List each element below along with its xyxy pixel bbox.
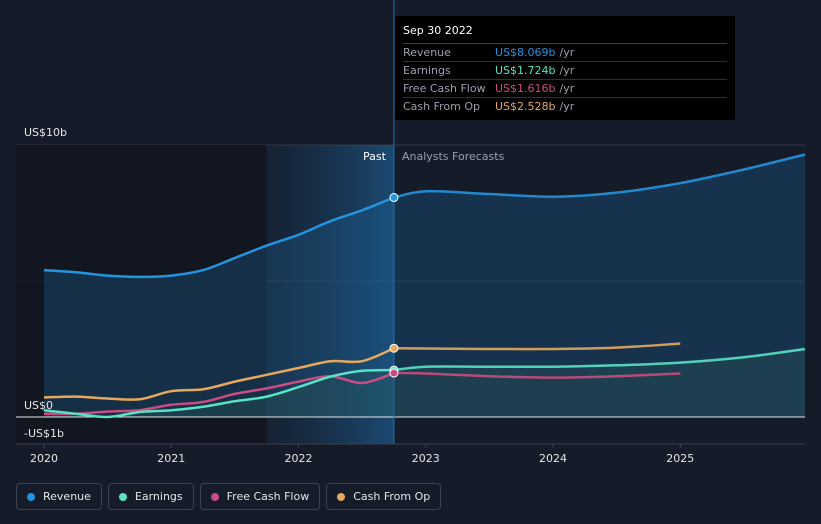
legend-item-revenue[interactable]: Revenue <box>16 483 102 510</box>
tooltip-row-earnings: Earnings US$1.724b /yr <box>403 62 727 80</box>
legend-label: Earnings <box>134 490 183 503</box>
past-highlight-band <box>266 145 394 444</box>
tooltip-value: US$8.069b <box>495 46 556 59</box>
tooltip-row-cfo: Cash From Op US$2.528b /yr <box>403 98 727 115</box>
legend-label: Free Cash Flow <box>226 490 310 503</box>
revenue-marker[interactable] <box>389 193 399 203</box>
x-tick-label-2021: 2021 <box>157 452 185 465</box>
tooltip: Sep 30 2022 Revenue US$8.069b /yr Earnin… <box>395 16 735 120</box>
free-cash-flow-forecast-line <box>393 371 681 379</box>
earnings-dot-icon <box>118 492 127 501</box>
tooltip-value: US$1.616b <box>495 82 556 95</box>
revenue-dot-icon <box>27 492 35 501</box>
cash-from-op-forecast-line <box>393 342 681 351</box>
earnings-past-line <box>43 368 395 419</box>
cash-from-op-dot-icon <box>337 492 346 501</box>
x-tick-label-2023: 2023 <box>412 452 440 465</box>
tooltip-unit: /yr <box>559 82 575 95</box>
free-cash-flow-dot-icon <box>210 492 219 501</box>
x-tick-label-2024: 2024 <box>539 452 567 465</box>
y-label-top: US$10b <box>24 126 67 139</box>
cash-from-op-marker[interactable] <box>389 343 399 353</box>
tooltip-label: Earnings <box>403 64 451 77</box>
revenue-forecast-line <box>393 153 806 199</box>
chart-area: US$10b US$0 -US$1b Past Analysts Forecasts 20… <box>16 0 806 465</box>
tooltip-row-revenue: Revenue US$8.069b /yr <box>403 44 727 62</box>
tooltip-unit: /yr <box>559 46 575 59</box>
past-dim-band <box>16 145 267 444</box>
tooltip-label: Free Cash Flow <box>403 82 486 95</box>
legend-item-free-cash-flow[interactable]: Free Cash Flow <box>199 483 321 510</box>
tooltip-unit: /yr <box>559 100 575 113</box>
tooltip-value: US$2.528b <box>495 100 556 113</box>
tooltip-label: Cash From Op <box>403 100 481 113</box>
revenue-past-line <box>43 196 395 279</box>
tooltip-label: Revenue <box>403 46 451 59</box>
legend-item-earnings[interactable]: Earnings <box>107 483 194 510</box>
y-label-bottom: -US$1b <box>24 427 64 440</box>
y-label-zero: US$0 <box>24 399 53 412</box>
forecast-label: Analysts Forecasts <box>402 150 505 163</box>
legend: Revenue Earnings Free Cash Flow Cash Fro… <box>16 483 442 510</box>
past-label: Past <box>363 150 387 163</box>
cash-from-op-past-line <box>43 347 395 402</box>
tooltip-date: Sep 30 2022 <box>403 24 727 44</box>
x-tick-label-2025: 2025 <box>666 452 694 465</box>
x-tick-label-2022: 2022 <box>285 452 313 465</box>
legend-label: Revenue <box>43 490 91 503</box>
tooltip-row-fcf: Free Cash Flow US$1.616b /yr <box>403 80 727 98</box>
legend-label: Cash From Op <box>353 490 431 503</box>
tooltip-value: US$1.724b <box>495 64 556 77</box>
tooltip-unit: /yr <box>559 64 575 77</box>
area-revenue <box>44 154 805 417</box>
earnings-forecast-line <box>393 347 806 372</box>
x-tick-label-2020: 2020 <box>30 452 58 465</box>
free-cash-flow-marker[interactable] <box>389 368 399 378</box>
legend-item-cash-from-op[interactable]: Cash From Op <box>326 483 442 510</box>
